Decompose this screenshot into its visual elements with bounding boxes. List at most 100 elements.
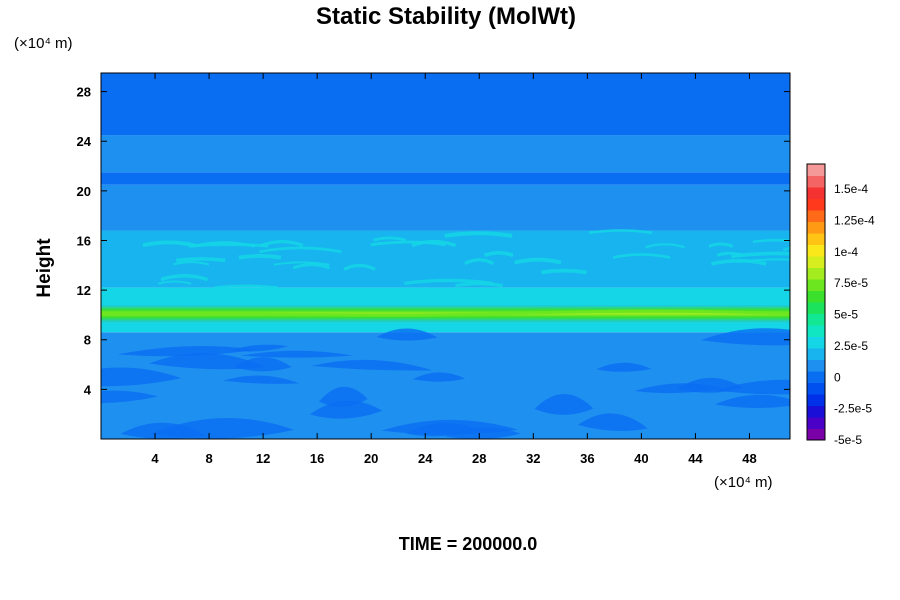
colorbar-cell	[807, 290, 825, 303]
heatmap-streak	[716, 251, 744, 257]
heatmap-swirl	[578, 413, 648, 432]
heatmap-layer-5	[101, 184, 790, 231]
chart-title: Static Stability (MolWt)	[316, 3, 576, 30]
heatmap-streak	[411, 239, 457, 248]
heatmap-swirl	[311, 359, 433, 371]
heatmap-streak	[373, 236, 407, 242]
heatmap-swirl	[376, 328, 438, 341]
y-tick-label: 16	[77, 233, 91, 248]
heatmap-swirl	[240, 350, 354, 358]
colorbar-cell	[807, 302, 825, 314]
heatmap-streak	[259, 246, 342, 254]
x-tick-label: 20	[364, 451, 378, 466]
heatmap-swirl	[715, 379, 790, 395]
colorbar-cell	[807, 313, 825, 326]
heatmap-streak	[782, 246, 790, 252]
heatmap-streak	[292, 263, 330, 270]
colorbar-cell	[807, 210, 825, 222]
heatmap-layer-3	[101, 287, 790, 306]
stability-band-core	[101, 309, 790, 317]
heatmap-streak	[645, 243, 686, 249]
heatmap-swirl	[230, 344, 289, 352]
heatmap-streak	[711, 258, 767, 266]
plot-frame	[100, 72, 791, 440]
heatmap-swirl	[101, 390, 159, 404]
x-tick-label: 44	[688, 451, 703, 466]
heatmap-streak	[172, 261, 210, 266]
colorbar-cell	[807, 279, 825, 291]
colorbar-cell	[807, 336, 825, 349]
colorbar-tick-label: 7.5e-5	[834, 276, 868, 290]
colorbar-cell	[807, 164, 825, 176]
heatmap-layer-6	[101, 172, 790, 185]
heatmap-swirl	[412, 372, 466, 382]
time-footer: TIME = 200000.0	[399, 534, 538, 554]
heatmap-streak	[273, 261, 330, 266]
heatmap-swirl	[120, 422, 206, 439]
colorbar-tick-label: -2.5e-5	[834, 402, 872, 416]
y-axis: 4 8 12 16 20 24 28	[77, 85, 790, 397]
colorbar-cell	[807, 359, 825, 372]
heatmap-streak	[238, 254, 282, 260]
heatmap-streak	[514, 257, 562, 265]
heatmap-streak	[193, 241, 255, 248]
colorbar-cell	[807, 244, 825, 257]
colorbar-cell	[807, 256, 825, 268]
heatmap-swirl	[406, 422, 477, 437]
heatmap-streak	[175, 257, 226, 263]
heatmap-layer-7	[101, 135, 790, 173]
x-tick-label: 32	[526, 451, 540, 466]
heatmap-streak	[444, 231, 513, 238]
heatmap-streak	[464, 258, 495, 266]
y-tick-label: 8	[84, 333, 91, 348]
heatmap-streak	[708, 242, 734, 248]
heatmap-streak	[455, 282, 503, 288]
x-units-label: (×10⁴ m)	[714, 474, 773, 491]
x-tick-label: 16	[310, 451, 324, 466]
colorbar-cell	[807, 405, 825, 418]
heatmap-swirl	[715, 394, 790, 408]
colorbar-cell	[807, 175, 825, 188]
y-axis-label: Height	[34, 238, 55, 298]
x-tick-label: 4	[151, 451, 159, 466]
heatmap-streak	[370, 240, 446, 247]
heatmap-streak	[483, 250, 514, 258]
colorbar-frame	[806, 163, 826, 441]
colorbar-tick-label: 1e-4	[834, 245, 858, 259]
colorbar-tick-label: 2.5e-5	[834, 339, 868, 353]
colorbar-tick-label: -5e-5	[834, 433, 862, 447]
x-tick-label: 8	[205, 451, 212, 466]
heatmap-streak	[160, 274, 208, 282]
colorbar-cell	[807, 417, 825, 429]
colorbar-cell	[807, 394, 825, 406]
x-tick-label: 28	[472, 451, 486, 466]
heatmap-streak	[752, 238, 790, 244]
colorbar-tick-label: 5e-5	[834, 308, 858, 322]
x-tick-label: 24	[418, 451, 433, 466]
heatmap-streak	[737, 258, 790, 264]
heatmap-streak	[214, 284, 279, 289]
heatmap-streak	[541, 268, 587, 275]
colorbar-cell	[807, 198, 825, 211]
y-tick-label: 28	[77, 85, 91, 100]
colorbar-tick-label: 1.25e-4	[834, 213, 875, 227]
colorbar-tick-label: 0	[834, 370, 841, 384]
heatmap-layer-8	[101, 73, 790, 136]
x-tick-label: 40	[634, 451, 648, 466]
y-tick-label: 12	[77, 283, 91, 298]
heatmap-field	[101, 73, 790, 439]
y-tick-label: 20	[77, 184, 91, 199]
colorbar-cell	[807, 382, 825, 395]
heatmap-streak	[612, 253, 671, 259]
x-tick-label: 36	[580, 451, 594, 466]
heatmap-swirl	[101, 367, 182, 387]
heatmap-swirl	[149, 353, 266, 370]
heatmap-layer-1	[101, 322, 790, 333]
colorbar-cell	[807, 428, 825, 441]
heatmap-swirl	[700, 328, 790, 346]
heatmap-streak	[343, 263, 376, 271]
colorbar: 1.5e-4 1.25e-4 1e-4 7.5e-5 5e-5 2.5e-5 0 -2.5e-…	[806, 163, 875, 447]
colorbar-cell	[807, 233, 825, 245]
y-tick-label: 4	[84, 382, 92, 397]
